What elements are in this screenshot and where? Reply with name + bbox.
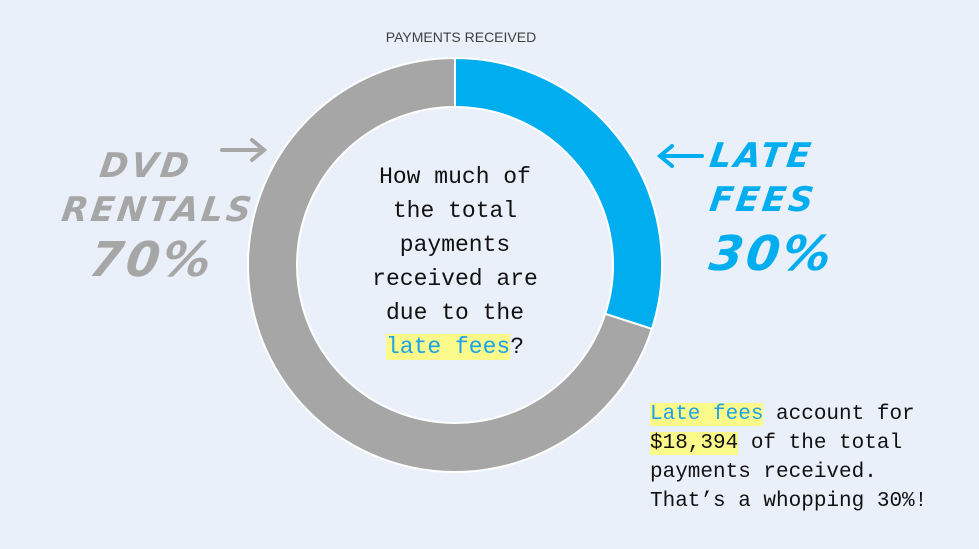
late-label-line1: LATE (707, 136, 816, 176)
note-line: That’s a whopping 30%! (650, 490, 928, 513)
note-line: $18,394 of the total (650, 429, 970, 458)
question-line: payments (399, 232, 511, 258)
note-line: payments received. (650, 461, 877, 484)
question-line: late fees? (340, 330, 570, 364)
late-label-percent: 30% (706, 226, 838, 282)
dvd-label-line2: RENTALS (59, 190, 257, 230)
chart-title: PAYMENTS RECEIVED (385, 29, 537, 45)
note-line: Late fees account for (650, 400, 970, 429)
note-amount: $18,394 (650, 432, 739, 455)
note-highlight: Late fees (650, 403, 764, 426)
dvd-label-percent: 70% (86, 232, 218, 288)
note-text: account for (763, 403, 915, 426)
arrow-left-icon (656, 144, 704, 168)
question-end: ? (510, 334, 525, 360)
question-line: the total (392, 198, 518, 224)
dvd-label-line1: DVD (97, 146, 195, 186)
annotation-note: Late fees account for $18,394 of the tot… (650, 400, 970, 516)
late-label-line2: FEES (707, 180, 819, 220)
note-text: of the total (738, 432, 903, 455)
question-highlight: late fees (385, 334, 511, 360)
arrow-right-icon (220, 138, 268, 162)
slice-dvd-rentals (247, 56, 654, 473)
question-line: due to the (385, 300, 525, 326)
center-question: How much of the total payments received … (340, 160, 570, 364)
question-line: How much of (379, 164, 531, 190)
question-line: received are (372, 266, 538, 292)
